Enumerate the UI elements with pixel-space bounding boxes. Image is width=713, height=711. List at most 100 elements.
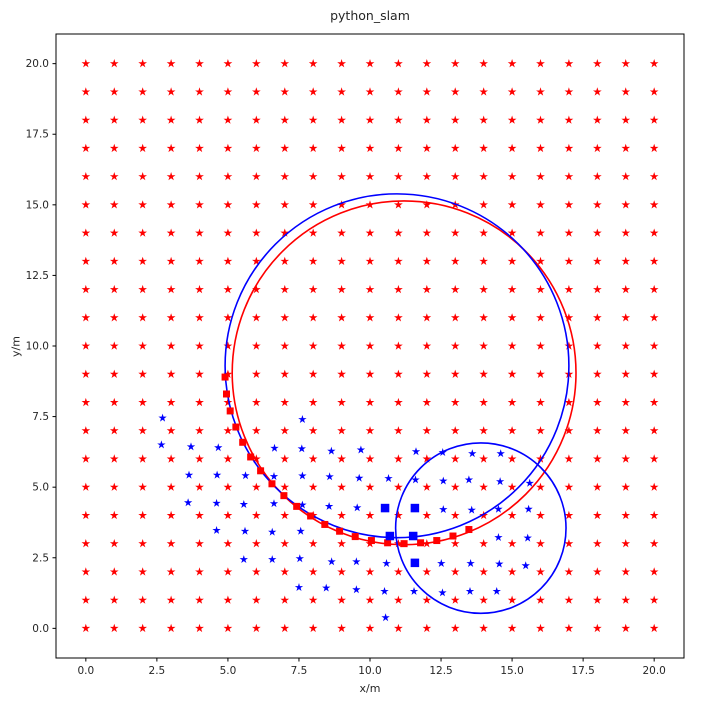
estimated-landmark-star <box>380 587 389 595</box>
true-landmark-star <box>280 454 290 463</box>
true-landmark-star <box>394 87 403 96</box>
true-landmark-star <box>450 256 460 265</box>
true-landmark-star <box>394 200 403 209</box>
true-landmark-star <box>479 200 488 209</box>
true-landmark-star <box>138 200 147 209</box>
true-landmark-star <box>507 143 517 153</box>
true-landmark-star <box>394 313 403 322</box>
true-landmark-star <box>308 200 318 209</box>
true-landmark-star <box>138 426 147 435</box>
estimated-landmark-star <box>438 448 447 456</box>
true-landmark-star <box>593 482 602 491</box>
true-landmark-star <box>422 454 432 463</box>
estimated-landmark-star <box>523 533 532 542</box>
true-landmark-star <box>252 426 261 435</box>
true-landmark-star <box>308 369 318 378</box>
true-pose-square <box>384 539 392 547</box>
true-landmark-star <box>81 595 91 604</box>
true-landmark-star <box>450 482 460 491</box>
true-landmark-star <box>308 595 318 604</box>
true-landmark-star <box>109 87 119 96</box>
true-landmark-star <box>621 623 631 633</box>
true-landmark-star <box>479 539 488 548</box>
estimated-landmark-star <box>411 447 421 456</box>
true-landmark-star <box>109 426 119 435</box>
true-landmark-star <box>138 341 147 350</box>
true-landmark-star <box>564 256 574 265</box>
true-landmark-star <box>166 59 176 68</box>
estimated-pose-square <box>385 531 395 541</box>
true-landmark-star <box>621 482 631 491</box>
true-landmark-star <box>621 510 631 520</box>
true-landmark-star <box>109 200 119 209</box>
true-landmark-star <box>593 200 602 209</box>
true-landmark-star <box>564 539 574 548</box>
true-landmark-star <box>450 510 460 520</box>
true-landmark-star <box>81 369 91 378</box>
true-pose-square <box>400 540 408 548</box>
true-landmark-star <box>450 87 460 96</box>
true-landmark-star <box>479 482 488 491</box>
true-landmark-star <box>223 341 233 350</box>
true-pose-square <box>280 492 288 500</box>
true-landmark-star <box>479 172 488 181</box>
true-landmark-star <box>479 256 488 265</box>
estimated-landmark-star <box>494 504 503 513</box>
true-landmark-star <box>223 284 233 294</box>
y-tick-label: 20.0 <box>26 58 49 70</box>
true-landmark-star <box>394 228 403 237</box>
true-landmark-star <box>479 341 488 350</box>
true-landmark-star <box>337 59 346 68</box>
estimated-landmark-star <box>325 472 334 481</box>
true-landmark-star <box>337 397 346 407</box>
true-landmark-star <box>280 623 290 633</box>
true-landmark-star <box>450 284 460 294</box>
true-landmark-star <box>564 341 574 350</box>
true-landmark-star <box>166 426 176 435</box>
true-landmark-star <box>365 115 375 124</box>
true-landmark-star <box>223 454 233 463</box>
true-landmark-star <box>337 595 346 604</box>
true-landmark-star <box>280 426 290 435</box>
true-landmark-star <box>394 510 403 520</box>
true-landmark-star <box>394 567 403 576</box>
true-landmark-star <box>81 623 91 633</box>
true-landmark-star <box>422 567 432 576</box>
true-pose-square <box>307 512 315 520</box>
true-landmark-star <box>450 539 460 548</box>
true-landmark-star <box>252 313 261 322</box>
true-landmark-star <box>479 623 488 633</box>
true-landmark-star <box>422 510 432 520</box>
true-landmark-star <box>536 369 545 378</box>
true-landmark-star <box>507 482 517 491</box>
true-landmark-star <box>365 397 375 407</box>
true-landmark-star <box>564 454 574 463</box>
true-landmark-star <box>252 200 261 209</box>
true-landmark-star <box>166 228 176 237</box>
true-landmark-star <box>536 172 545 181</box>
true-landmark-star <box>450 172 460 181</box>
true-landmark-star <box>649 426 659 435</box>
true-landmark-star <box>280 482 290 491</box>
estimated-landmark-star <box>239 555 248 563</box>
true-landmark-star <box>507 200 517 209</box>
true-landmark-star <box>394 454 403 463</box>
x-tick-label: 12.5 <box>429 665 452 677</box>
true-landmark-star <box>450 623 460 633</box>
true-landmark-star <box>308 482 318 491</box>
true-landmark-star <box>138 539 147 548</box>
true-landmark-star <box>479 59 488 68</box>
true-landmark-star <box>195 228 204 237</box>
true-landmark-star <box>138 595 147 604</box>
y-tick-label: 17.5 <box>26 129 49 141</box>
true-landmark-star <box>195 200 204 209</box>
true-landmark-star <box>138 397 147 407</box>
estimated-pose-square <box>408 531 418 541</box>
true-landmark-star <box>394 284 403 294</box>
true-landmark-star <box>252 454 261 463</box>
true-landmark-star <box>564 623 574 633</box>
true-landmark-star <box>365 284 375 294</box>
true-landmark-star <box>536 623 545 633</box>
true-landmark-star <box>81 341 91 350</box>
true-landmark-star <box>109 341 119 350</box>
